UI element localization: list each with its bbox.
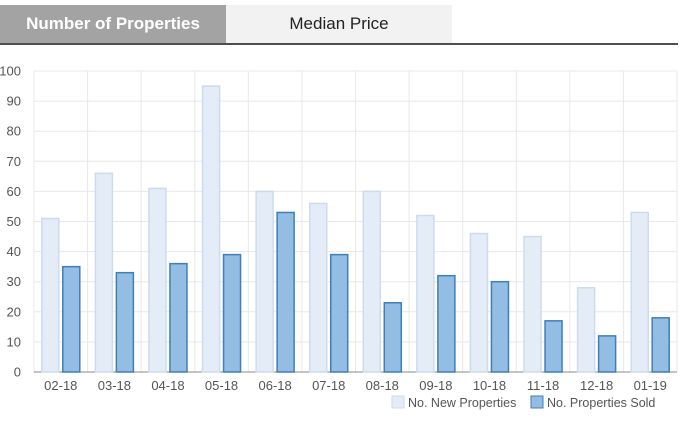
x-tick-label: 06-18 xyxy=(259,378,292,393)
x-tick-label: 03-18 xyxy=(98,378,131,393)
y-tick-label: 40 xyxy=(7,244,21,259)
x-tick-label: 01-19 xyxy=(634,378,667,393)
bar-new-properties xyxy=(94,172,114,373)
bar-new-properties xyxy=(469,232,489,373)
bar-new-properties xyxy=(201,85,221,373)
tab-number-of-properties[interactable]: Number of Properties xyxy=(0,5,226,43)
tab-median-price[interactable]: Median Price xyxy=(226,5,452,43)
bar-properties-sold xyxy=(329,253,349,373)
bar-new-properties xyxy=(255,190,274,373)
x-tick-label: 09-18 xyxy=(419,378,452,393)
bar-properties-sold xyxy=(115,271,135,373)
x-tick-label: 11-18 xyxy=(527,378,559,393)
x-tick-label: 12-18 xyxy=(580,378,613,393)
bar-properties-sold xyxy=(490,280,510,373)
legend-label-properties-sold: No. Properties Sold xyxy=(547,396,655,410)
bar-new-properties xyxy=(362,190,382,373)
y-tick-label: 30 xyxy=(7,274,21,289)
bar-properties-sold xyxy=(383,302,403,373)
x-tick-label: 04-18 xyxy=(151,378,184,393)
x-tick-label: 08-18 xyxy=(366,378,399,393)
bar-new-properties xyxy=(148,187,167,373)
y-tick-label: 70 xyxy=(7,154,21,169)
tab-bar: Number of Properties Median Price xyxy=(0,5,678,45)
bar-properties-sold xyxy=(651,317,670,373)
bar-new-properties xyxy=(576,286,596,373)
bar-properties-sold xyxy=(544,320,563,373)
y-tick-label: 80 xyxy=(7,124,21,139)
y-tick-label: 60 xyxy=(7,184,21,199)
bar-properties-sold xyxy=(437,274,456,373)
y-tick-label: 20 xyxy=(7,304,21,319)
legend-swatch-properties-sold xyxy=(530,395,544,409)
legend-swatch-new-properties xyxy=(391,395,405,409)
x-tick-label: 02-18 xyxy=(44,378,77,393)
x-tick-label: 05-18 xyxy=(205,378,238,393)
y-tick-label: 90 xyxy=(7,94,21,109)
bar-new-properties xyxy=(523,235,542,373)
bar-new-properties xyxy=(416,214,435,373)
bar-properties-sold xyxy=(169,262,188,373)
bar-properties-sold xyxy=(597,335,617,373)
x-tick-label: 10-18 xyxy=(473,378,506,393)
bar-chart: 0 10 20 30 40 50 60 70 80 90 100 02-18 03-18 04-18 05-… xyxy=(0,64,678,410)
bar-properties-sold xyxy=(62,265,81,373)
y-tick-label: 50 xyxy=(7,214,21,229)
y-tick-label: 10 xyxy=(7,334,21,349)
bar-properties-sold xyxy=(222,253,242,373)
legend-label-new-properties: No. New Properties xyxy=(408,396,516,410)
y-tick-label: 0 xyxy=(14,365,21,380)
y-tick-label: 100 xyxy=(0,64,21,79)
bar-properties-sold xyxy=(276,211,295,373)
bar-new-properties xyxy=(41,217,60,373)
bar-new-properties xyxy=(308,202,328,373)
bar-new-properties xyxy=(630,211,649,373)
x-tick-label: 07-18 xyxy=(312,378,345,393)
